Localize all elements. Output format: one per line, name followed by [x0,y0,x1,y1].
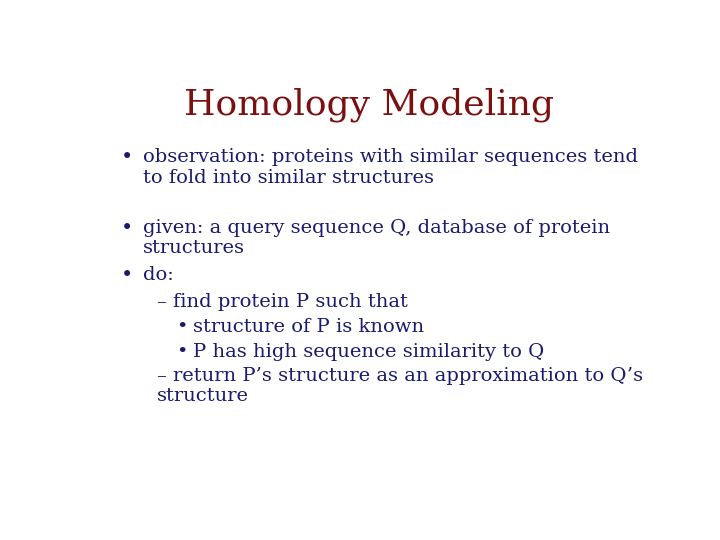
Text: – find protein P such that: – find protein P such that [157,294,408,312]
Text: do:: do: [143,266,174,285]
Text: Homology Modeling: Homology Modeling [184,87,554,122]
Text: given: a query sequence Q, database of protein
structures: given: a query sequence Q, database of p… [143,219,610,258]
Text: •: • [121,148,133,167]
Text: •: • [121,219,133,238]
Text: •: • [176,319,188,336]
Text: – return P’s structure as an approximation to Q’s
structure: – return P’s structure as an approximati… [157,367,643,406]
Text: •: • [176,342,188,361]
Text: P has high sequence similarity to Q: P has high sequence similarity to Q [193,342,544,361]
Text: structure of P is known: structure of P is known [193,319,424,336]
Text: •: • [121,266,133,286]
Text: observation: proteins with similar sequences tend
to fold into similar structure: observation: proteins with similar seque… [143,148,638,187]
